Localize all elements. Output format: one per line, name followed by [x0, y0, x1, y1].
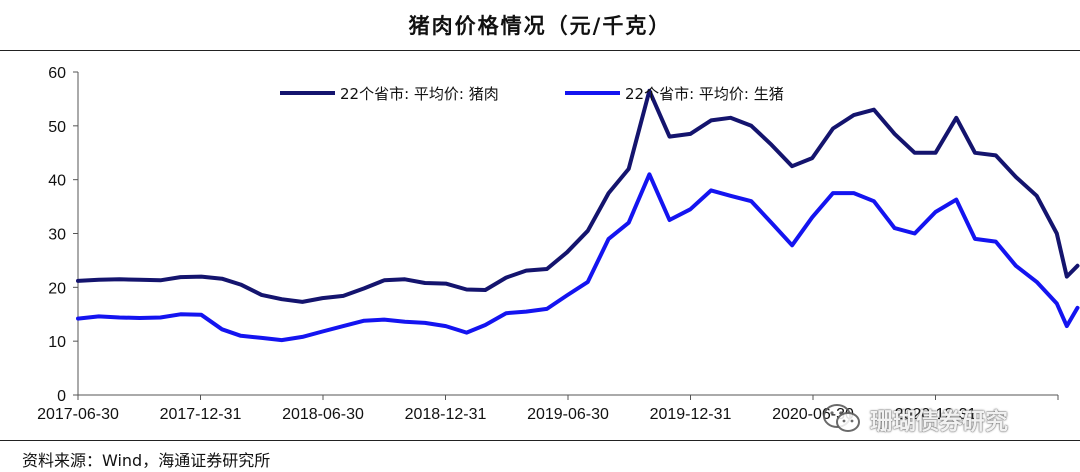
y-tick-label: 40	[48, 173, 66, 190]
x-tick-label: 2018-12-31	[405, 406, 487, 423]
price-line-chart: 0 10 20 30 40 50 60 2017-06-30 2017-12-31 2018-06…	[37, 65, 1080, 423]
title-divider	[0, 50, 1080, 51]
chart-title-bar: 猪肉价格情况（元/千克）	[0, 0, 1080, 50]
y-tick-label: 30	[48, 227, 66, 244]
x-tick-label: 2020-06-30	[772, 406, 854, 423]
wechat-icon	[823, 404, 860, 432]
x-tick-label: 2018-06-30	[282, 406, 364, 423]
x-tick-label: 2019-06-30	[527, 406, 609, 423]
watermark-text: 珊瑚债券研究	[870, 409, 1008, 435]
x-tick-label: 2017-12-31	[160, 406, 242, 423]
legend-hog-label: 22个省市: 平均价: 生猪	[625, 85, 784, 103]
footer-divider	[0, 440, 1080, 441]
y-tick-label: 0	[57, 388, 66, 405]
series-line-hog	[76, 172, 1080, 343]
x-tick-label: 2019-12-31	[650, 406, 732, 423]
y-tick-label: 50	[48, 119, 66, 136]
chart-title: 猪肉价格情况（元/千克）	[408, 14, 672, 38]
source-note: 资料来源：Wind，海通证券研究所	[22, 451, 271, 470]
x-tick-label: 2017-06-30	[37, 406, 119, 423]
x-tick-label: 2020-12-31	[895, 406, 977, 423]
series-line-pork	[76, 88, 1080, 304]
y-tick-label: 60	[48, 65, 66, 82]
y-tick-label: 20	[48, 280, 66, 297]
watermark: 珊瑚债券研究	[822, 402, 1008, 436]
y-tick-label: 10	[48, 334, 66, 351]
legend-pork-label: 22个省市: 平均价: 猪肉	[340, 85, 499, 103]
